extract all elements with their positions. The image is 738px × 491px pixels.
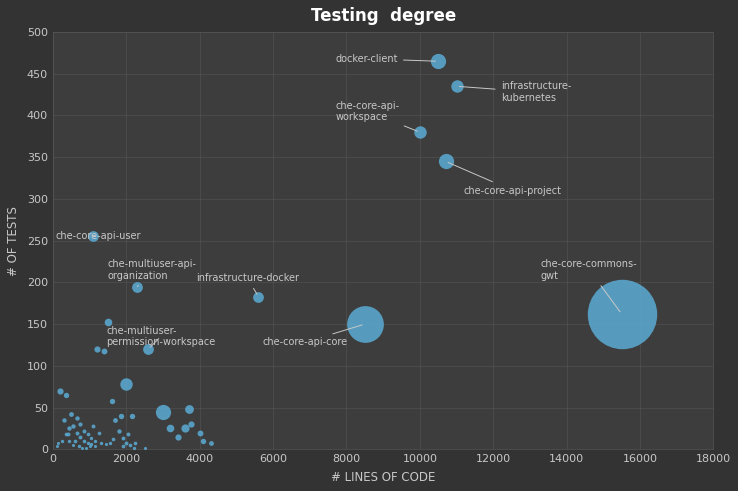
Point xyxy=(89,442,101,450)
Point xyxy=(87,422,99,430)
Point xyxy=(451,82,463,90)
Point xyxy=(66,410,77,418)
Point xyxy=(93,429,105,436)
Point xyxy=(184,420,196,428)
Point xyxy=(115,412,127,420)
Point xyxy=(194,429,206,436)
Point xyxy=(198,437,210,445)
Point xyxy=(124,441,136,449)
Point xyxy=(60,391,72,399)
Point xyxy=(117,434,128,441)
Point xyxy=(63,437,75,445)
Point xyxy=(58,416,70,424)
Point xyxy=(615,310,627,318)
Point xyxy=(52,439,64,447)
Point xyxy=(87,233,99,241)
X-axis label: # LINES OF CODE: # LINES OF CODE xyxy=(331,471,435,484)
Point xyxy=(91,345,103,353)
Point xyxy=(123,430,134,438)
Point xyxy=(102,318,114,326)
Point xyxy=(131,283,143,291)
Point xyxy=(80,444,92,452)
Point xyxy=(67,441,79,449)
Point xyxy=(56,437,68,445)
Point xyxy=(104,439,116,447)
Point xyxy=(120,380,132,388)
Point xyxy=(71,429,83,436)
Point xyxy=(204,438,216,446)
Point xyxy=(252,293,264,300)
Point xyxy=(126,412,138,420)
Point xyxy=(86,440,97,448)
Point xyxy=(62,430,74,438)
Text: infrastructure-
kubernetes: infrastructure- kubernetes xyxy=(459,82,571,103)
Point xyxy=(432,57,444,65)
Point xyxy=(139,444,151,452)
Point xyxy=(414,128,426,136)
Point xyxy=(71,413,83,421)
Point xyxy=(113,427,125,435)
Point xyxy=(83,442,95,450)
Point xyxy=(106,397,117,405)
Point xyxy=(183,405,195,413)
Text: che-core-api-
workspace: che-core-api- workspace xyxy=(336,101,417,131)
Point xyxy=(157,408,169,415)
Point xyxy=(78,427,90,435)
Point xyxy=(55,387,66,395)
Point xyxy=(76,444,88,452)
Point xyxy=(440,158,452,165)
Point xyxy=(98,347,110,355)
Text: che-core-api-project: che-core-api-project xyxy=(448,163,562,195)
Point xyxy=(172,433,184,440)
Text: infrastructure-docker: infrastructure-docker xyxy=(196,273,299,294)
Point xyxy=(120,438,132,446)
Point xyxy=(75,420,86,428)
Point xyxy=(72,442,84,450)
Point xyxy=(128,444,139,452)
Text: che-core-commons-
gwt: che-core-commons- gwt xyxy=(541,259,638,312)
Text: docker-client: docker-client xyxy=(336,54,435,64)
Point xyxy=(63,424,75,432)
Point xyxy=(78,437,90,445)
Point xyxy=(67,422,79,430)
Point xyxy=(89,437,101,445)
Point xyxy=(82,430,94,438)
Point xyxy=(60,430,72,438)
Point xyxy=(51,442,63,450)
Point xyxy=(109,416,121,424)
Point xyxy=(100,440,112,448)
Point xyxy=(165,424,176,432)
Point xyxy=(69,437,80,445)
Point xyxy=(108,436,120,443)
Text: che-core-api-user: che-core-api-user xyxy=(55,231,141,242)
Point xyxy=(142,345,154,353)
Point xyxy=(94,438,106,446)
Point xyxy=(75,433,86,440)
Text: che-multiuser-api-
organization: che-multiuser-api- organization xyxy=(108,259,197,287)
Point xyxy=(130,438,142,446)
Point xyxy=(179,424,191,432)
Point xyxy=(117,442,128,450)
Title: Testing  degree: Testing degree xyxy=(311,7,456,25)
Text: che-core-api-core: che-core-api-core xyxy=(262,325,362,348)
Point xyxy=(82,438,94,446)
Point xyxy=(86,434,97,441)
Y-axis label: # OF TESTS: # OF TESTS xyxy=(7,206,20,275)
Point xyxy=(359,320,370,328)
Text: che-multiuser-
permission-workspace: che-multiuser- permission-workspace xyxy=(106,326,215,348)
